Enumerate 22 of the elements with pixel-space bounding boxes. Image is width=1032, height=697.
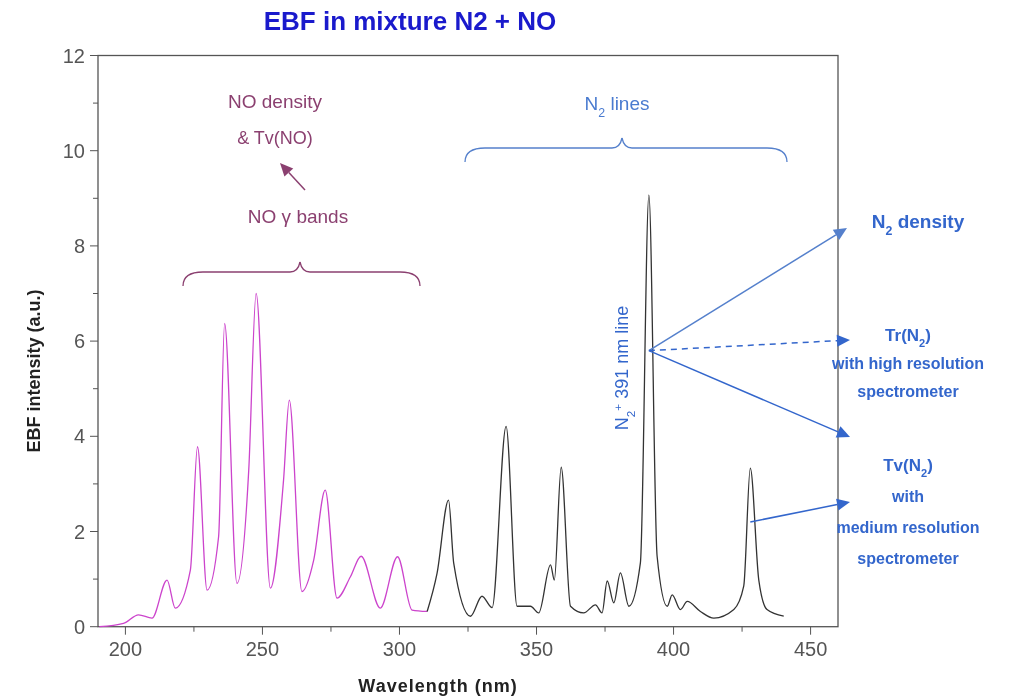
annotation: N$_{2}$ lines [584,93,650,120]
x-tick-label: 250 [245,637,280,660]
x-tick-label: 200 [108,637,143,660]
x-tick-label: 450 [793,637,828,660]
x-tick-label: 300 [382,637,417,660]
y-tick-label: 12 [62,44,85,67]
chart-title: EBF in mixture N2 + NO [263,6,557,36]
annotation: Tr(N$_{2}$) with high resolution spectrometer [831,326,984,400]
x-tick-label: 350 [519,637,554,660]
annotation: NO density & Tv(NO) [228,91,323,148]
annotation: Tv(N$_{2}$) with medium resolution spectrometer [836,456,980,567]
y-tick-label: 6 [73,330,85,353]
y-tick-label: 0 [73,615,85,638]
x-tick-label: 400 [656,637,691,660]
y-axis-title: EBF intensity (a.u.) [24,289,44,453]
y-tick-label: 4 [73,425,85,448]
annotation: NO γ bands [247,206,349,227]
text: N$_{2}$ density [871,211,965,238]
y-tick-label: 10 [62,139,85,162]
y-tick-label: 8 [73,234,85,257]
y-tick-label: 2 [73,520,85,543]
x-axis-title: Wavelength (nm) [358,676,518,696]
